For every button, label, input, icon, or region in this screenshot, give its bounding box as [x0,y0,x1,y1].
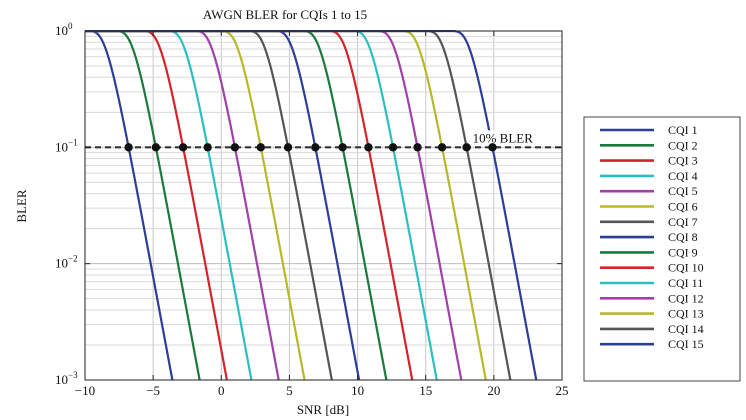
x-tick-label: 10 [351,383,364,398]
y-tick-label: 10−3 [55,370,78,387]
legend-label: CQI 12 [668,291,704,305]
legend-label: CQI 1 [668,123,698,137]
legend-label: CQI 2 [668,138,698,152]
grid [85,31,562,380]
legend-label: CQI 11 [668,276,703,290]
y-axis-label: BLER [14,189,29,223]
legend-label: CQI 4 [668,169,698,183]
marker-cqi-14 [462,143,471,152]
marker-cqi-5 [230,143,240,152]
legend-label: CQI 7 [668,215,698,229]
x-axis-label: SNR [dB] [297,402,349,417]
marker-cqi-9 [338,143,347,152]
y-tick-label: 10−1 [55,137,78,154]
x-tick-label: −10 [75,383,95,398]
legend-label: CQI 9 [668,245,698,259]
marker-cqi-15 [488,143,497,152]
x-tick-label: 15 [419,383,432,398]
marker-cqi-7 [283,143,293,152]
marker-cqi-1 [124,143,133,152]
marker-cqi-13 [437,143,447,152]
marker-cqi-12 [413,143,422,152]
axis-ticks: −10 −5 0 5 10 15 20 25 100 10−1 10−2 10−3 [55,21,569,398]
legend-box [583,116,741,382]
marker-cqi-6 [256,143,266,152]
legend-label: CQI 8 [668,230,698,244]
legend-label: CQI 14 [668,322,704,336]
y-tick-label: 100 [55,21,73,38]
marker-cqi-2 [151,143,161,152]
legend-label: CQI 10 [668,261,704,275]
x-tick-label: 5 [286,383,293,398]
marker-cqi-4 [203,143,212,152]
x-tick-label: 25 [556,383,569,398]
x-tick-label: −5 [146,383,160,398]
plot-frame [84,30,563,381]
legend-label: CQI 6 [668,200,698,214]
marker-cqi-3 [178,143,188,152]
chart-title: AWGN BLER for CQIs 1 to 15 [203,7,367,22]
marker-cqi-8 [311,143,320,152]
y-tick-label: 10−2 [55,254,78,271]
markers [124,143,497,152]
reference-line-label: 10% BLER [473,130,534,145]
legend-label: CQI 5 [668,184,698,198]
x-tick-label: 0 [218,383,225,398]
reference-line-group: 10% BLER [85,130,562,149]
reference-label-background [471,130,535,146]
marker-cqi-10 [364,143,373,152]
legend-label: CQI 3 [668,154,698,168]
legend-label: CQI 15 [668,337,704,351]
x-tick-label: 20 [487,383,500,398]
legend-label: CQI 13 [668,307,704,321]
marker-cqi-11 [388,143,398,152]
